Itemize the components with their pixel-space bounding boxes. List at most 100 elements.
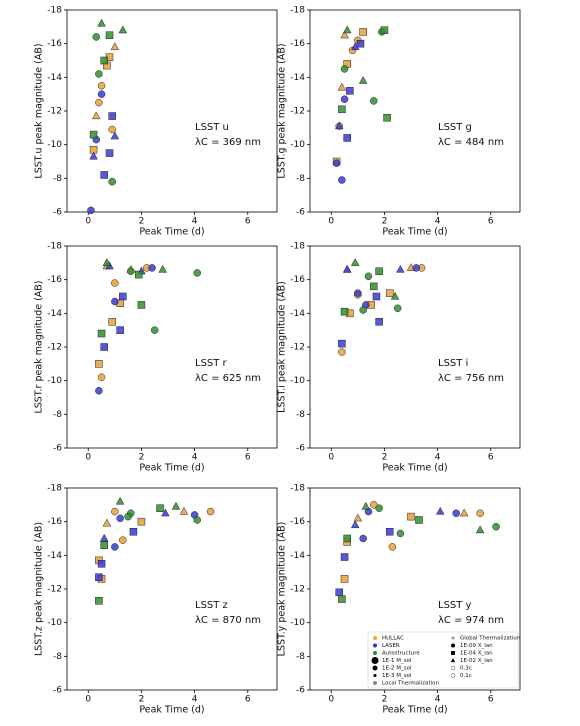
y-axis-label: LSST.r peak magnitude (AB) <box>34 280 45 413</box>
marker-square <box>137 517 146 526</box>
marker-triangle <box>358 75 368 84</box>
y-tick-label: -18 <box>290 242 305 252</box>
y-tick-label: -16 <box>290 517 305 527</box>
marker-square <box>100 541 108 549</box>
marker-circle <box>97 90 106 98</box>
y-tick-label: -8 <box>53 174 62 184</box>
marker-square <box>105 149 114 157</box>
marker-square <box>135 270 143 279</box>
marker-square <box>338 339 346 348</box>
marker-circle <box>193 516 202 524</box>
x-axis-label: Peak Time (d) <box>139 227 204 238</box>
annotation: λC = 625 nm <box>195 373 261 384</box>
marker-square <box>129 528 138 536</box>
marker-circle <box>373 681 377 685</box>
legend-label: 1E-3 M_sol <box>382 673 412 679</box>
x-tick-label: 2 <box>139 217 145 227</box>
marker-circle <box>116 514 124 523</box>
y-axis-label: LSST.z peak magnitude (AB) <box>34 522 45 656</box>
marker-square <box>100 343 108 351</box>
marker-square <box>343 134 351 142</box>
marker-circle <box>108 177 116 186</box>
marker-square <box>100 171 108 179</box>
marker-square <box>105 31 114 39</box>
y-tick-label: -12 <box>290 343 305 353</box>
y-tick-label: -6 <box>53 208 62 218</box>
marker-circle <box>150 326 159 334</box>
y-tick-label: -10 <box>290 618 305 628</box>
marker-triangle <box>337 82 347 91</box>
marker-square <box>137 301 146 309</box>
marker-triangle <box>340 30 349 39</box>
marker-circle <box>97 82 106 90</box>
legend-label: LASER <box>382 643 400 649</box>
plot-frame <box>66 9 278 213</box>
marker-square <box>108 318 116 326</box>
y-tick-label: -6 <box>296 686 305 696</box>
marker-circle <box>370 97 378 105</box>
marker-square <box>370 282 378 291</box>
x-tick-label: 0 <box>85 217 91 227</box>
annotation: λC = 369 nm <box>195 137 261 148</box>
marker-circle <box>476 509 484 517</box>
marker-triangle <box>118 25 128 34</box>
marker-triangle <box>99 533 109 542</box>
x-tick-label: 2 <box>139 453 145 463</box>
marker-circle <box>359 534 367 543</box>
marker-square <box>340 553 349 561</box>
x-tick-label: 4 <box>435 453 441 463</box>
legend-label: HULLAC <box>382 636 404 642</box>
marker-triangle <box>115 496 125 505</box>
marker-square <box>385 528 394 536</box>
marker-triangle <box>161 508 170 517</box>
marker-triangle <box>89 151 98 160</box>
marker-circle <box>388 543 397 551</box>
marker-square <box>375 267 383 275</box>
marker-circle <box>340 95 349 103</box>
plot-frame <box>66 245 278 449</box>
y-tick-label: -12 <box>290 585 305 595</box>
marker-square <box>415 516 423 524</box>
marker-circle <box>375 504 383 512</box>
marker-square <box>359 28 367 36</box>
marker-open <box>450 665 456 671</box>
marker-circle <box>364 272 373 281</box>
marker-square <box>108 112 116 120</box>
marker-triangle <box>350 258 360 266</box>
marker-circle <box>124 512 132 521</box>
y-tick-label: -12 <box>47 343 62 353</box>
y-tick-label: -6 <box>296 208 305 218</box>
marker-triangle <box>353 513 363 522</box>
annotation: LSST r <box>195 358 228 369</box>
marker-square <box>380 26 389 34</box>
legend-label: 0.1c <box>460 673 472 679</box>
marker-triangle <box>102 258 112 266</box>
y-tick-label: -14 <box>290 551 305 561</box>
marker-square <box>119 292 127 301</box>
marker-square <box>343 534 351 543</box>
marker-circle <box>111 507 119 516</box>
x-tick-label: 0 <box>328 695 334 705</box>
marker-circle <box>87 206 95 215</box>
marker-circle <box>354 289 362 297</box>
marker-circle <box>95 98 103 107</box>
x-tick-label: 0 <box>85 453 91 463</box>
x-tick-label: 6 <box>488 695 494 705</box>
annotation: LSST z <box>195 600 228 611</box>
marker-square <box>383 113 391 122</box>
marker-triangle <box>110 42 120 51</box>
y-axis-label: LSST.i peak magnitude (AB) <box>277 281 288 413</box>
marker-circle <box>108 125 116 134</box>
legend-label: 1E-2 M_sol <box>382 666 412 672</box>
marker-square <box>372 292 381 301</box>
legend-label: Autostructure <box>382 651 420 657</box>
y-tick-label: -12 <box>47 585 62 595</box>
marker-circle <box>451 636 455 640</box>
marker-triangle <box>475 525 485 534</box>
x-tick-label: 2 <box>382 217 388 227</box>
y-tick-label: -10 <box>290 140 305 150</box>
marker-square <box>100 56 108 65</box>
marker-square <box>340 575 349 583</box>
marker-triangle <box>102 518 112 527</box>
legend-label: 1E-04 X_lan <box>460 651 493 657</box>
